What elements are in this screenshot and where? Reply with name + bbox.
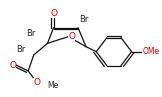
Text: O: O — [50, 9, 57, 18]
Text: Me: Me — [47, 81, 59, 90]
Text: Br: Br — [16, 45, 26, 54]
Text: Br: Br — [79, 16, 89, 25]
Text: O: O — [68, 32, 75, 41]
Text: O: O — [9, 61, 16, 69]
Text: O: O — [33, 78, 40, 87]
Text: OMe: OMe — [142, 47, 159, 56]
Text: Br: Br — [26, 29, 35, 38]
